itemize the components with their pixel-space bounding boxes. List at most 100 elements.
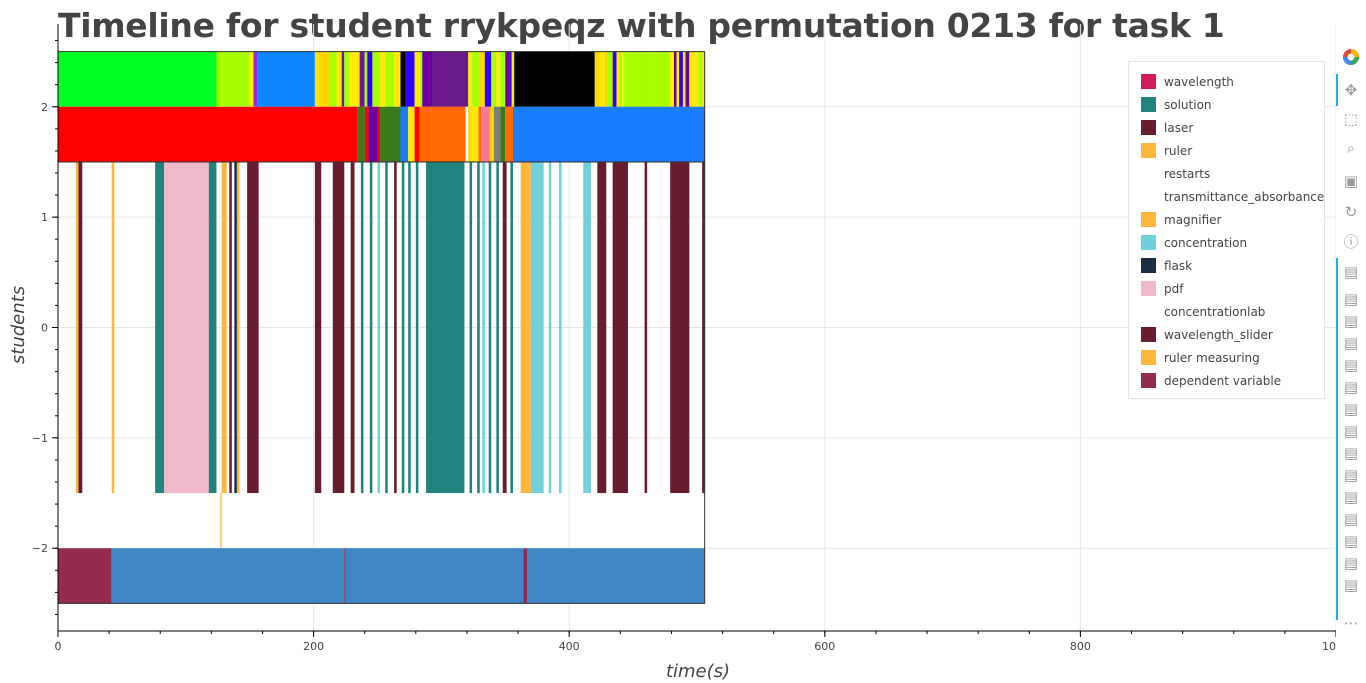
timeline-segment — [377, 106, 381, 162]
hover-icon[interactable]: ▤ — [1343, 554, 1359, 572]
hover-icon[interactable]: ▤ — [1343, 312, 1359, 330]
x-tick-label: 1000 — [1322, 640, 1336, 653]
x-tick-label: 600 — [814, 640, 835, 653]
axes: 0 200 400 600 800 1000 2 1 0 −1 −2 — [32, 24, 1336, 653]
plot-area[interactable]: 0 200 400 600 800 1000 2 1 0 −1 −2 time(s) student… — [0, 0, 1336, 683]
legend-swatch — [1141, 143, 1156, 158]
box-zoom-icon[interactable]: ⬚ — [1343, 110, 1359, 128]
timeline-segment — [481, 106, 490, 162]
legend-item[interactable]: wavelength_slider — [1129, 323, 1324, 346]
legend-swatch — [1141, 97, 1156, 112]
timeline-segment — [426, 161, 465, 494]
row-outline — [57, 161, 706, 604]
timeline-segment — [385, 51, 395, 107]
timeline-segment — [394, 51, 401, 107]
timeline-segment — [415, 161, 419, 494]
legend-label: ruler — [1164, 143, 1193, 158]
hover-icon[interactable]: ▤ — [1343, 334, 1359, 352]
legend-item[interactable]: wavelength — [1129, 70, 1324, 93]
legend-item[interactable]: transmittance_absorbance — [1129, 185, 1324, 208]
hover-icon[interactable]: ▤ — [1343, 510, 1359, 528]
timeline-segment — [583, 161, 591, 494]
timeline-segment — [234, 161, 237, 494]
more-icon[interactable]: ⋯ — [1343, 614, 1359, 632]
timeline-segment — [78, 161, 83, 494]
save-icon[interactable]: ▣ — [1343, 172, 1359, 190]
legend-item[interactable]: solution — [1129, 93, 1324, 116]
timeline-segment — [465, 106, 469, 162]
hover-icon[interactable]: ▤ — [1343, 263, 1359, 281]
legend-item[interactable]: restarts — [1129, 162, 1324, 185]
legend-item[interactable]: laser — [1129, 116, 1324, 139]
legend-item[interactable]: concentration — [1129, 231, 1324, 254]
legend-swatch — [1141, 281, 1156, 296]
hover-icon[interactable]: ▤ — [1343, 290, 1359, 308]
timeline-segment — [236, 161, 240, 494]
timeline-segment — [493, 106, 501, 162]
hover-icon[interactable]: ▤ — [1343, 576, 1359, 594]
pan-icon[interactable]: ✥ — [1344, 81, 1358, 99]
hover-icon[interactable]: ▤ — [1343, 444, 1359, 462]
x-tick-label: 0 — [55, 640, 62, 653]
timeline-segment — [676, 51, 680, 107]
legend: wavelength solution laser ruler restarts tran… — [1128, 61, 1325, 399]
timeline-segment — [380, 51, 386, 107]
wheel-zoom-icon[interactable]: ⌕ — [1346, 139, 1356, 157]
timeline-segment — [75, 161, 79, 494]
reset-icon[interactable]: ↻ — [1344, 203, 1358, 221]
legend-swatch — [1141, 74, 1156, 89]
timeline-segment — [408, 161, 411, 494]
timeline-segment — [208, 161, 217, 494]
timeline-segment — [685, 51, 690, 107]
legend-item[interactable]: concentrationlab — [1129, 300, 1324, 323]
hover-icon[interactable]: ▤ — [1343, 356, 1359, 374]
timeline-bars — [57, 51, 706, 604]
timeline-segment — [257, 51, 315, 107]
timeline-segment — [624, 51, 649, 107]
legend-item[interactable]: flask — [1129, 254, 1324, 277]
hover-icon[interactable]: ▤ — [1343, 400, 1359, 418]
timeline-segment — [422, 51, 433, 107]
timeline-segment — [597, 161, 607, 494]
timeline-segment — [216, 51, 250, 107]
legend-item[interactable]: ruler measuring — [1129, 346, 1324, 369]
timeline-segment — [491, 51, 497, 107]
timeline-segment — [505, 51, 510, 107]
legend-label: restarts — [1164, 166, 1211, 181]
timeline-segment — [369, 161, 373, 494]
bokeh-logo-icon[interactable] — [1340, 46, 1362, 68]
legend-item[interactable]: dependent variable — [1129, 369, 1324, 392]
timeline-segment — [405, 51, 415, 107]
hover-icon[interactable]: ▤ — [1343, 488, 1359, 506]
hover-icon[interactable]: ▤ — [1343, 378, 1359, 396]
timeline-segment — [367, 51, 373, 107]
timeline-segment — [111, 548, 345, 604]
timeline-segment — [368, 106, 378, 162]
legend-swatch — [1141, 258, 1156, 273]
timeline-segment — [328, 51, 337, 107]
help-icon[interactable]: ⓘ — [1343, 232, 1359, 251]
timeline-segment — [377, 161, 381, 494]
hover-icon[interactable]: ▤ — [1343, 422, 1359, 440]
legend-swatch — [1141, 166, 1156, 181]
legend-item[interactable]: ruler — [1129, 139, 1324, 162]
timeline-segment — [489, 106, 494, 162]
timeline-segment — [408, 106, 415, 162]
timeline-segment — [344, 548, 346, 604]
timeline-segment — [604, 51, 608, 107]
legend-item[interactable]: magnifier — [1129, 208, 1324, 231]
timeline-segment — [164, 161, 209, 494]
timeline-segment — [644, 161, 648, 494]
toolbar: ✥ ⬚ ⌕ ▣ ↻ ⓘ ▤ ▤ ▤ ▤ ▤ ▤ ▤ ▤ ▤ ▤ ▤ ▤ ▤ ▤ ▤ ⋯ — [1336, 46, 1366, 636]
timeline-segment — [599, 51, 605, 107]
legend-swatch — [1141, 120, 1156, 135]
hover-icon[interactable]: ▤ — [1343, 466, 1359, 484]
timeline-segment — [372, 51, 381, 107]
hover-icon[interactable]: ▤ — [1343, 532, 1359, 550]
timeline-segment — [558, 161, 562, 494]
timeline-segment — [612, 161, 628, 494]
legend-item[interactable]: pdf — [1129, 277, 1324, 300]
timeline-segment — [530, 161, 544, 494]
timeline-segment — [679, 51, 683, 107]
timeline-segment — [479, 51, 485, 107]
